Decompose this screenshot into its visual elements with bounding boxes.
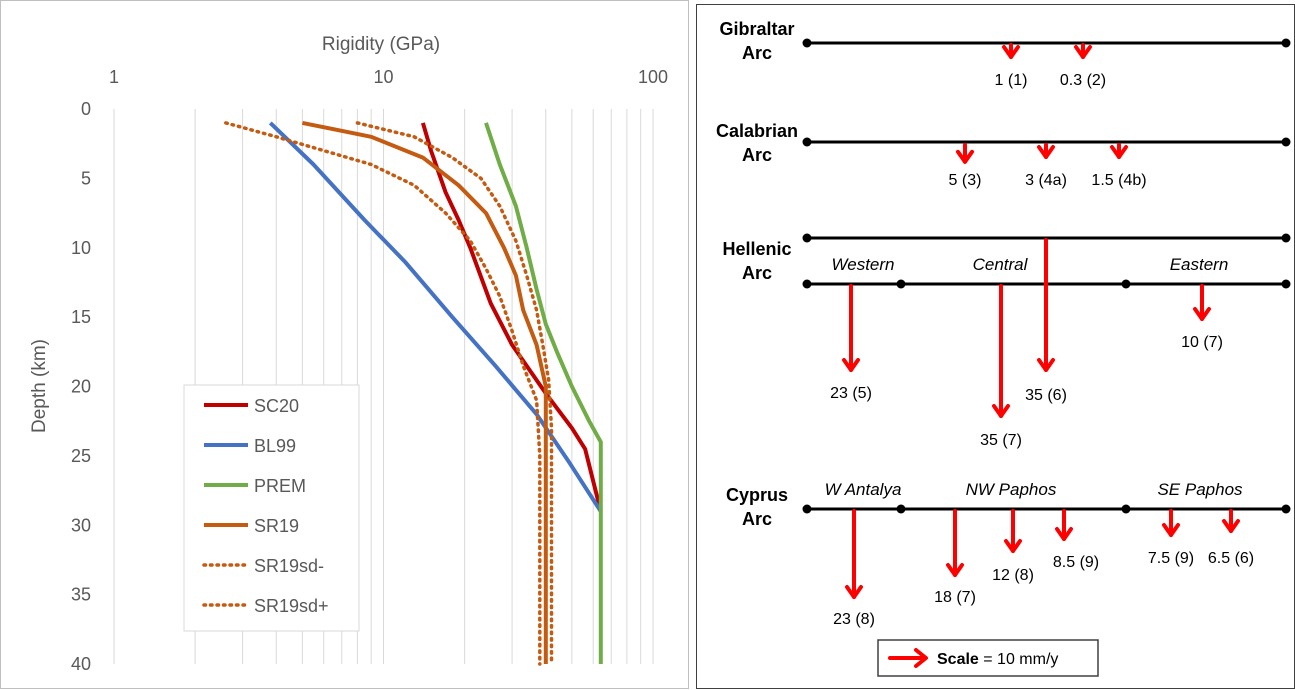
- velocity-arrow: [1002, 43, 1020, 59]
- segment-label: Central: [973, 255, 1029, 274]
- series-line-bl99: [268, 121, 603, 513]
- y-tick-label: 20: [71, 377, 91, 397]
- velocity-arrow: [845, 509, 863, 599]
- arc-name-label: Arc: [742, 263, 772, 283]
- segment-node: [896, 279, 906, 289]
- segment-label: Eastern: [1170, 255, 1229, 274]
- arc-name-label: Calabrian: [716, 121, 798, 141]
- series-line-sr19sd-: [224, 121, 542, 666]
- velocity-label: 23 (5): [830, 385, 872, 402]
- arc-name-label: Hellenic: [722, 239, 791, 259]
- segment-node: [896, 504, 906, 514]
- arc-name-label: Arc: [742, 145, 772, 165]
- chart-series: [224, 120, 603, 666]
- arc-diagram: Gibraltar Arc 1 (1) 0.3 (2) Calabrian Arc 5 (3…: [716, 19, 1291, 677]
- segment-node: [1121, 504, 1131, 514]
- segment-node: [1281, 137, 1291, 147]
- velocity-label: 1.5 (4b): [1091, 172, 1146, 189]
- y-tick-label: 40: [71, 654, 91, 674]
- velocity-arrow: [1055, 509, 1073, 541]
- segment-label: W Antalya: [825, 480, 902, 499]
- rigidity-chart: 1 10 100 0 5 10 15 20 25 30 35 40 Rigidity (GPa) De…: [29, 34, 668, 674]
- velocity-label: 6.5 (6): [1208, 550, 1254, 567]
- series-line-sr19: [302, 120, 548, 664]
- velocity-arrow: [1074, 43, 1092, 59]
- y-tick-label: 25: [71, 446, 91, 466]
- velocity-arrow: [1222, 509, 1240, 533]
- velocity-label: 5 (3): [949, 172, 982, 189]
- segment-node: [1121, 279, 1131, 289]
- legend-label: SR19sd-: [254, 556, 324, 576]
- legend-label: PREM: [254, 476, 306, 496]
- velocity-arrow: [1162, 509, 1180, 537]
- segment-node: [802, 233, 812, 243]
- segment-node: [802, 279, 812, 289]
- segment-node: [1281, 279, 1291, 289]
- y-tick-label: 5: [81, 168, 91, 188]
- segment-node: [1281, 504, 1291, 514]
- arc-diagram-panel: Gibraltar Arc 1 (1) 0.3 (2) Calabrian Arc 5 (3…: [696, 4, 1295, 689]
- velocity-arrow: [992, 284, 1010, 418]
- velocity-label: 10 (7): [1181, 334, 1223, 351]
- velocity-label: 0.3 (2): [1060, 72, 1106, 89]
- velocity-arrow: [956, 143, 974, 164]
- y-axis-title: Depth (km): [29, 339, 50, 433]
- scale-legend: Scale = 10 mm/y: [877, 639, 1099, 677]
- segment-node: [1281, 38, 1291, 48]
- arc-name-label: Gibraltar: [719, 19, 794, 39]
- velocity-label: 23 (8): [833, 611, 875, 628]
- velocity-label: 7.5 (9): [1148, 550, 1194, 567]
- velocity-arrow: [1004, 509, 1022, 553]
- chart-legend: SC20 BL99 PREM SR19 SR19sd- SR19sd+: [183, 384, 360, 632]
- velocity-arrow: [1110, 143, 1128, 159]
- legend-label: BL99: [254, 436, 296, 456]
- scale-label: Scale = 10 mm/y: [937, 651, 1058, 668]
- velocity-label: 35 (6): [1025, 387, 1067, 404]
- velocity-label: 3 (4a): [1025, 172, 1067, 189]
- velocity-label: 1 (1): [995, 72, 1028, 89]
- segment-node: [802, 137, 812, 147]
- segment-node: [1281, 233, 1291, 243]
- arc-name-label: Cyprus: [726, 485, 788, 505]
- x-axis-title: Rigidity (GPa): [322, 34, 440, 55]
- velocity-label: 35 (7): [980, 432, 1022, 449]
- series-line-sr19sd+: [355, 121, 554, 666]
- segment-label: SE Paphos: [1157, 480, 1243, 499]
- x-tick-label: 10: [373, 67, 393, 87]
- legend-box: [183, 384, 360, 632]
- y-tick-label: 10: [71, 238, 91, 258]
- velocity-arrow: [1037, 143, 1055, 159]
- velocity-label: 12 (8): [992, 567, 1034, 584]
- y-tick-label: 35: [71, 585, 91, 605]
- y-tick-label: 30: [71, 515, 91, 535]
- chart-ticks: 1 10 100 0 5 10 15 20 25 30 35 40: [71, 67, 668, 674]
- x-tick-label: 1: [109, 67, 119, 87]
- arc-name-label: Arc: [742, 509, 772, 529]
- segment-node: [802, 504, 812, 514]
- legend-label: SC20: [254, 396, 299, 416]
- velocity-arrow: [842, 284, 860, 372]
- series-line-prem: [484, 122, 603, 664]
- series-line-sc20: [420, 122, 603, 512]
- segment-node: [802, 38, 812, 48]
- velocity-arrow: [1193, 284, 1211, 321]
- segment-label: Western: [832, 255, 895, 274]
- velocity-arrow: [946, 509, 964, 577]
- velocity-label: 18 (7): [934, 589, 976, 606]
- arc-name-label: Arc: [742, 43, 772, 63]
- x-tick-label: 100: [638, 67, 668, 87]
- rigidity-chart-panel: 1 10 100 0 5 10 15 20 25 30 35 40 Rigidity (GPa) De…: [0, 0, 689, 689]
- velocity-arrow: [1037, 238, 1055, 372]
- y-tick-label: 0: [81, 99, 91, 119]
- legend-label: SR19sd+: [254, 596, 329, 616]
- y-tick-label: 15: [71, 307, 91, 327]
- segment-label: NW Paphos: [966, 480, 1057, 499]
- velocity-label: 8.5 (9): [1053, 554, 1099, 571]
- legend-label: SR19: [254, 516, 299, 536]
